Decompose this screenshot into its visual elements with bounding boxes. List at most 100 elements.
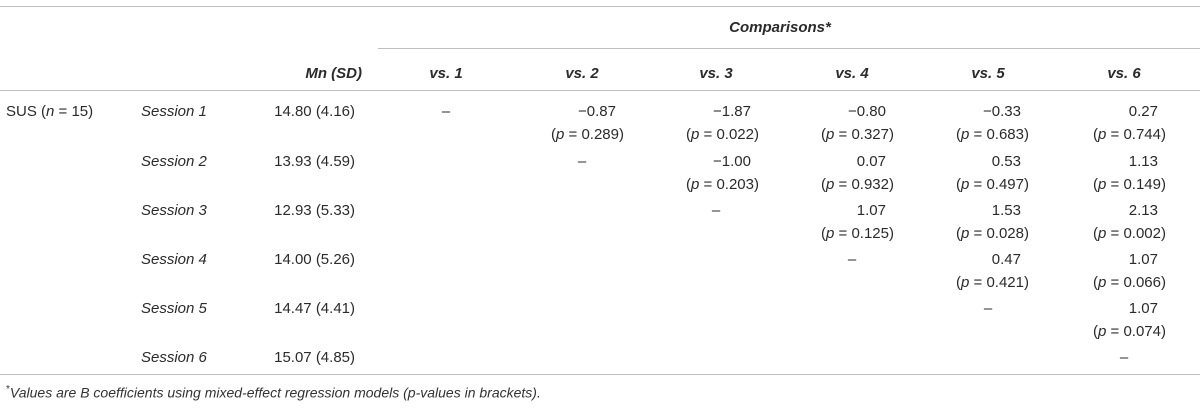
session-label: Session 6 <box>141 349 207 366</box>
p-value-text: = 0.125) <box>834 225 894 242</box>
comparisons-underline <box>378 48 1200 49</box>
comparison-p-value: (p = 0.744) <box>1093 123 1166 146</box>
p-open-paren: ( <box>551 126 557 143</box>
p-open-paren: ( <box>1093 176 1099 193</box>
mean-sd-value: 15.07 (4.85) <box>274 349 355 366</box>
column-header-vs-3: vs. 3 <box>699 65 733 82</box>
p-symbol: p <box>691 126 700 143</box>
p-symbol: p <box>1098 323 1107 340</box>
comparison-coefficient: −0.87 <box>578 103 616 120</box>
p-value-text: = 0.932) <box>834 176 894 193</box>
comparisons-header: Comparisons* <box>729 19 831 36</box>
p-value-text: = 0.744) <box>1106 126 1166 143</box>
comparison-p-value: (p = 0.125) <box>821 222 894 245</box>
p-open-paren: ( <box>821 225 827 242</box>
table-top-rule <box>0 6 1200 7</box>
session-label: Session 5 <box>141 300 207 317</box>
p-open-paren: ( <box>686 176 692 193</box>
comparison-coefficient: 0.53 <box>991 153 1021 170</box>
p-value-text: = 0.149) <box>1106 176 1166 193</box>
p-value-text: = 0.289) <box>564 126 624 143</box>
mean-sd-value: 14.47 (4.41) <box>274 300 355 317</box>
n-symbol: n <box>46 103 55 120</box>
column-header-vs-4: vs. 4 <box>835 65 869 82</box>
mean-sd-value: 14.00 (5.26) <box>274 251 355 268</box>
p-open-paren: ( <box>1093 323 1099 340</box>
p-open-paren: ( <box>686 126 692 143</box>
measure-label: SUS (n = 15) <box>6 103 94 120</box>
p-open-paren: ( <box>1093 225 1099 242</box>
comparison-coefficient: 0.27 <box>1128 103 1158 120</box>
comparison-coefficient: 2.13 <box>1128 202 1158 219</box>
column-header-vs-5: vs. 5 <box>971 65 1005 82</box>
mn-sd-header: Mn (SD) <box>305 65 362 82</box>
p-open-paren: ( <box>821 126 827 143</box>
p-symbol: p <box>1098 126 1107 143</box>
table-bottom-rule <box>0 374 1200 375</box>
comparison-coefficient: 1.07 <box>1128 300 1158 317</box>
comparison-dash: – <box>577 153 587 170</box>
comparison-coefficient: 1.53 <box>991 202 1021 219</box>
comparison-coefficient: 1.07 <box>856 202 886 219</box>
p-symbol: p <box>826 176 835 193</box>
p-value-text: = 0.203) <box>699 176 759 193</box>
p-open-paren: ( <box>956 274 962 291</box>
comparison-p-value: (p = 0.074) <box>1093 320 1166 343</box>
column-header-vs-1: vs. 1 <box>429 65 463 82</box>
comparison-coefficient: 0.47 <box>991 251 1021 268</box>
comparison-p-value: (p = 0.203) <box>686 173 759 196</box>
p-symbol: p <box>1098 274 1107 291</box>
p-open-paren: ( <box>1093 126 1099 143</box>
p-open-paren: ( <box>1093 274 1099 291</box>
session-label: Session 2 <box>141 153 207 170</box>
p-open-paren: ( <box>956 176 962 193</box>
comparison-dash: – <box>1119 349 1129 366</box>
p-symbol: p <box>1098 225 1107 242</box>
comparison-p-value: (p = 0.932) <box>821 173 894 196</box>
comparison-p-value: (p = 0.421) <box>956 271 1029 294</box>
p-symbol: p <box>961 126 970 143</box>
column-header-vs-2: vs. 2 <box>565 65 599 82</box>
comparison-coefficient: −1.00 <box>713 153 751 170</box>
comparison-coefficient: −0.80 <box>848 103 886 120</box>
p-value-text: = 0.002) <box>1106 225 1166 242</box>
p-symbol: p <box>961 176 970 193</box>
p-symbol: p <box>556 126 565 143</box>
p-open-paren: ( <box>821 176 827 193</box>
comparison-coefficient: 1.13 <box>1128 153 1158 170</box>
comparison-dash: – <box>983 300 993 317</box>
comparison-p-value: (p = 0.066) <box>1093 271 1166 294</box>
session-label: Session 3 <box>141 202 207 219</box>
comparison-p-value: (p = 0.028) <box>956 222 1029 245</box>
p-value-text: = 0.421) <box>969 274 1029 291</box>
p-symbol: p <box>961 225 970 242</box>
p-value-text: = 0.497) <box>969 176 1029 193</box>
session-label: Session 4 <box>141 251 207 268</box>
comparison-coefficient: 1.07 <box>1128 251 1158 268</box>
comparison-p-value: (p = 0.327) <box>821 123 894 146</box>
comparison-coefficient: −0.33 <box>983 103 1021 120</box>
footnote: *Values are B coefficients using mixed-e… <box>6 384 541 401</box>
header-bottom-rule <box>0 90 1200 91</box>
comparison-p-value: (p = 0.497) <box>956 173 1029 196</box>
p-symbol: p <box>961 274 970 291</box>
comparison-p-value: (p = 0.002) <box>1093 222 1166 245</box>
p-value-text: = 0.028) <box>969 225 1029 242</box>
p-value-text: = 0.066) <box>1106 274 1166 291</box>
comparison-coefficient: −1.87 <box>713 103 751 120</box>
mean-sd-value: 12.93 (5.33) <box>274 202 355 219</box>
comparison-p-value: (p = 0.289) <box>551 123 624 146</box>
p-symbol: p <box>691 176 700 193</box>
comparison-p-value: (p = 0.022) <box>686 123 759 146</box>
mean-sd-value: 14.80 (4.16) <box>274 103 355 120</box>
p-open-paren: ( <box>956 126 962 143</box>
comparison-coefficient: 0.07 <box>856 153 886 170</box>
p-value-text: = 0.074) <box>1106 323 1166 340</box>
p-open-paren: ( <box>956 225 962 242</box>
p-value-text: = 0.327) <box>834 126 894 143</box>
p-value-text: = 0.683) <box>969 126 1029 143</box>
p-symbol: p <box>826 225 835 242</box>
p-symbol: p <box>1098 176 1107 193</box>
comparison-p-value: (p = 0.683) <box>956 123 1029 146</box>
session-label: Session 1 <box>141 103 207 120</box>
